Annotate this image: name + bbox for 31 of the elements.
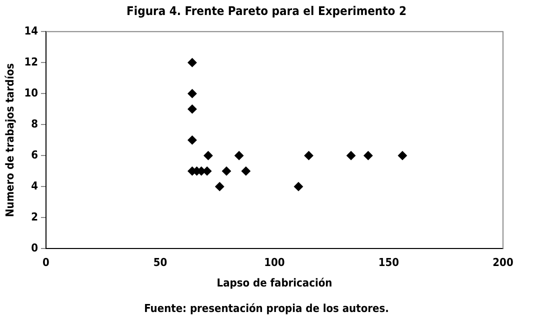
point	[215, 182, 224, 192]
x-axis-title: Lapso de fabricación	[216, 276, 332, 290]
chart-title: Figura 4. Frente Pareto para el Experimento 2	[126, 4, 408, 18]
y-tick-label: 0	[31, 241, 38, 254]
point	[188, 58, 197, 68]
y-axis-title: Numero de trabajos tardíos	[3, 63, 16, 217]
point	[188, 104, 197, 114]
point	[398, 151, 407, 160]
point	[304, 151, 314, 160]
point	[241, 166, 250, 176]
point	[222, 166, 231, 176]
point	[364, 151, 373, 160]
source-note: Fuente: presentación propia de los autores.	[143, 302, 390, 315]
point	[234, 151, 244, 160]
y-tick-label: 4	[31, 179, 38, 192]
y-tick-label: 2	[31, 210, 38, 224]
point	[188, 89, 197, 98]
x-tick-label: 50	[153, 256, 168, 270]
y-tick-label: 14	[24, 24, 38, 38]
y-tick-label: 8	[31, 117, 38, 130]
point	[188, 136, 197, 145]
y-tick-label: 12	[24, 55, 38, 68]
point	[346, 151, 356, 160]
x-tick-label: 0	[42, 256, 50, 270]
y-tick-label: 6	[31, 148, 38, 162]
x-tick-label: 200	[492, 256, 514, 270]
x-tick-label: 150	[378, 256, 400, 270]
point	[204, 151, 213, 160]
y-tick-label: 10	[24, 86, 38, 100]
x-tick-label: 100	[264, 256, 285, 270]
point	[294, 182, 303, 192]
